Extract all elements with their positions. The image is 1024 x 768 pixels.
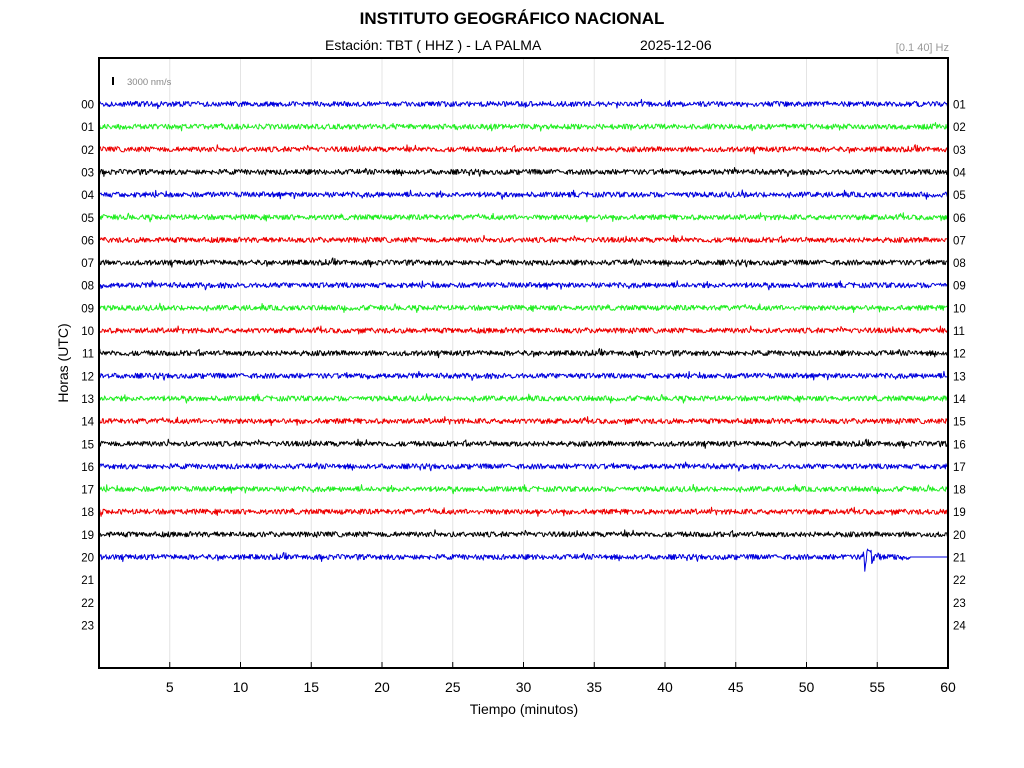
trace-hour-18 — [98, 506, 948, 517]
left-tick-label: 14 — [81, 417, 94, 429]
left-tick-label: 07 — [81, 258, 94, 270]
left-tick-label: 04 — [81, 190, 94, 202]
left-tick-label: 12 — [81, 371, 94, 383]
left-tick-label: 02 — [81, 145, 94, 157]
left-tick-label: 16 — [81, 462, 94, 474]
trace-hour-09 — [98, 302, 948, 313]
right-tick-label: 10 — [953, 303, 966, 315]
right-tick-label: 11 — [953, 326, 965, 338]
trace-hour-16 — [98, 461, 948, 472]
trace-hour-05 — [98, 212, 948, 223]
scale-bar-mark — [112, 77, 114, 85]
left-tick-label: 06 — [81, 235, 94, 247]
left-tick-label: 11 — [82, 349, 94, 361]
left-tick-label: 01 — [81, 122, 94, 134]
scale-bar: 3000 nm/s — [112, 77, 172, 88]
right-tick-label: 17 — [953, 462, 966, 474]
trace-hour-04 — [98, 189, 948, 200]
left-tick-label: 00 — [81, 100, 94, 112]
trace-hour-10 — [98, 325, 948, 335]
trace-hour-02 — [98, 144, 948, 155]
left-tick-label: 09 — [81, 303, 94, 315]
left-tick-label: 10 — [81, 326, 94, 338]
trace-group — [98, 98, 948, 572]
right-tick-label: 08 — [953, 258, 966, 270]
right-tick-label: 03 — [953, 145, 966, 157]
trace-hour-17 — [98, 483, 948, 495]
x-tick-label: 30 — [516, 679, 532, 695]
x-axis-label: Tiempo (minutos) — [470, 701, 578, 717]
right-tick-label: 16 — [953, 439, 966, 451]
left-tick-label: 19 — [81, 530, 94, 542]
right-tick-label: 06 — [953, 213, 966, 225]
right-tick-label: 04 — [953, 167, 966, 179]
x-tick-label: 15 — [303, 679, 319, 695]
right-tick-label: 13 — [953, 371, 966, 383]
left-tick-label: 17 — [81, 485, 94, 497]
x-tick-label: 45 — [728, 679, 744, 695]
trace-hour-13 — [98, 393, 948, 404]
left-tick-label: 21 — [81, 575, 94, 587]
right-tick-label: 22 — [953, 575, 966, 587]
right-tick-label: 23 — [953, 598, 966, 610]
x-tick-label: 40 — [657, 679, 673, 695]
trace-hour-12 — [98, 370, 948, 381]
trace-hour-11 — [98, 348, 948, 359]
left-tick-label: 15 — [81, 439, 94, 451]
x-tick-labels: 5 10 15 20 25 30 35 40 45 50 55 60 — [166, 662, 956, 695]
right-tick-label: 18 — [953, 485, 966, 497]
right-tick-label: 15 — [953, 417, 966, 429]
left-tick-label: 23 — [81, 620, 94, 632]
left-tick-label: 22 — [81, 598, 94, 610]
left-tick-label: 08 — [81, 281, 94, 293]
trace-hour-20 — [98, 548, 948, 572]
trace-hour-00 — [98, 98, 948, 110]
right-tick-label: 14 — [953, 394, 966, 406]
trace-hour-14 — [98, 416, 948, 427]
trace-hour-15 — [98, 438, 948, 449]
right-tick-label: 19 — [953, 507, 966, 519]
trace-hour-07 — [98, 257, 948, 268]
left-tick-label: 03 — [81, 167, 94, 179]
trace-hour-19 — [98, 529, 948, 538]
x-tick-label: 10 — [233, 679, 249, 695]
grid-lines — [169, 58, 878, 668]
chart-title: INSTITUTO GEOGRÁFICO NACIONAL — [359, 9, 665, 28]
trace-hour-03 — [98, 167, 948, 178]
trace-hour-08 — [98, 280, 948, 291]
right-tick-labels: 01 02 03 04 05 06 07 08 09 10 11 12 13 14 15 16 17 18 19 20… — [953, 100, 966, 633]
station-label: Estación: TBT ( HHZ ) - LA PALMA — [325, 37, 542, 53]
scale-label: 3000 nm/s — [127, 77, 172, 88]
right-tick-label: 24 — [953, 620, 966, 632]
left-tick-label: 18 — [81, 507, 94, 519]
right-tick-label: 07 — [953, 235, 966, 247]
right-tick-label: 09 — [953, 281, 966, 293]
date-label: 2025-12-06 — [640, 37, 712, 53]
right-tick-label: 21 — [953, 553, 966, 565]
filter-band-label: [0.1 40] Hz — [895, 42, 949, 54]
right-tick-label: 02 — [953, 122, 966, 134]
y-axis-label: Horas (UTC) — [55, 323, 71, 402]
right-tick-label: 20 — [953, 530, 966, 542]
x-tick-label: 20 — [374, 679, 390, 695]
right-tick-label: 05 — [953, 190, 966, 202]
x-tick-label: 35 — [586, 679, 602, 695]
x-tick-label: 55 — [869, 679, 885, 695]
left-tick-label: 05 — [81, 213, 94, 225]
x-tick-label: 50 — [799, 679, 815, 695]
x-tick-label: 5 — [166, 679, 174, 695]
x-tick-label: 60 — [940, 679, 956, 695]
x-tick-label: 25 — [445, 679, 461, 695]
trace-hour-06 — [98, 234, 948, 244]
left-tick-label: 13 — [81, 394, 94, 406]
right-tick-label: 01 — [953, 100, 966, 112]
trace-hour-01 — [98, 122, 948, 132]
right-tick-label: 12 — [953, 349, 966, 361]
left-tick-labels: 00 01 02 03 04 05 06 07 08 09 10 11 12 13 14 15 16 17 18 19… — [81, 100, 94, 633]
left-tick-label: 20 — [81, 553, 94, 565]
